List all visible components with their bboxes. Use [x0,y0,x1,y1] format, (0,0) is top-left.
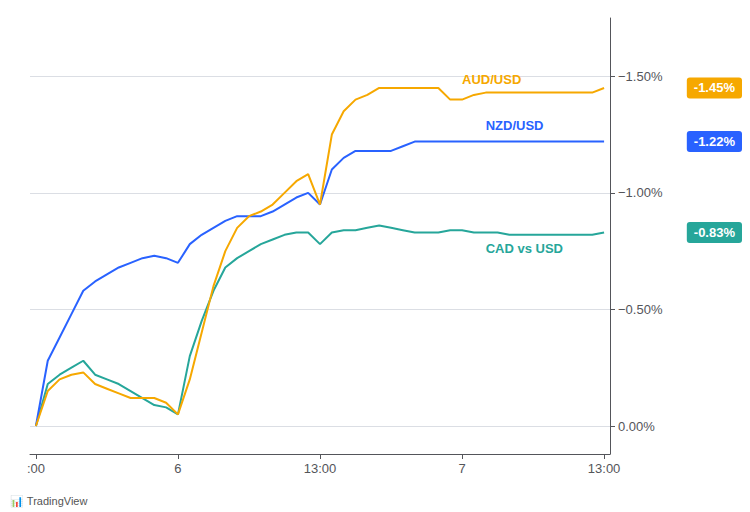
svg-text:NZD/USD: NZD/USD [486,118,544,133]
svg-text:0.00%: 0.00% [618,419,655,434]
svg-text::00: :00 [27,461,45,476]
svg-text:CAD vs USD: CAD vs USD [486,241,563,256]
svg-text:−1.00%: −1.00% [618,185,663,200]
svg-text:-1.22%: -1.22% [694,134,736,149]
svg-text:−1.50%: −1.50% [618,69,663,84]
svg-text:−0.50%: −0.50% [618,302,663,317]
svg-text:-0.83%: -0.83% [694,225,736,240]
svg-text:6: 6 [174,461,181,476]
svg-text:13:00: 13:00 [588,461,621,476]
svg-text:-1.45%: -1.45% [694,80,736,95]
svg-text:13:00: 13:00 [304,461,337,476]
svg-text:7: 7 [458,461,465,476]
svg-text:AUD/USD: AUD/USD [462,72,521,87]
svg-text:📊 TradingView: 📊 TradingView [10,495,87,508]
